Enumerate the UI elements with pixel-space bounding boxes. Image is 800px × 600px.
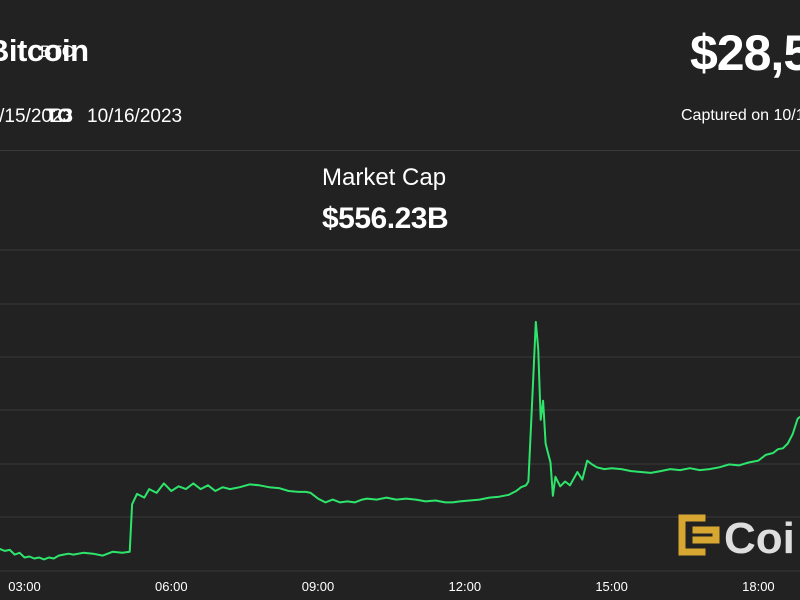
- market-cap-line: [0, 320, 800, 561]
- x-tick-label: 06:00: [155, 579, 188, 594]
- date-to: 10/16/2023: [87, 106, 183, 127]
- metric-value: $556.23B: [322, 202, 449, 235]
- chart-gridlines: [0, 249, 800, 572]
- date-range-to-label: TO: [46, 106, 73, 127]
- coin-ticker: BTC: [40, 42, 74, 61]
- x-tick-label: 03:00: [8, 579, 41, 594]
- current-price: $28,5: [690, 25, 800, 81]
- captured-on-text: Captured on 10/16: [681, 107, 800, 124]
- watermark-wordmark: Coi: [724, 514, 795, 563]
- x-axis-ticks: 03:00 06:00 09:00 12:00 15:00 18:00: [8, 579, 774, 594]
- date-from: 10/15/2023: [0, 106, 74, 127]
- x-tick-label: 15:00: [595, 579, 628, 594]
- metric-label: Market Cap: [322, 164, 447, 191]
- coindesk-logo-icon: [678, 514, 720, 556]
- coin-name: Bitcoin: [0, 33, 89, 68]
- header-divider: [0, 150, 800, 151]
- x-tick-label: 18:00: [742, 579, 775, 594]
- x-tick-label: 12:00: [449, 579, 482, 594]
- x-tick-label: 09:00: [302, 579, 335, 594]
